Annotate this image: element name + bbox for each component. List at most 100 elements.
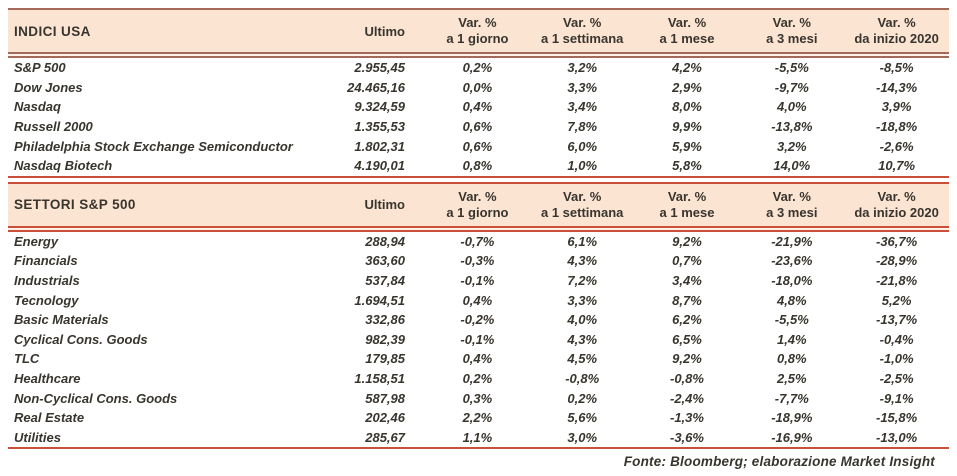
var-line1: Var. % [877, 188, 916, 204]
table-row: Nasdaq 9.324,59 0,4% 3,4% 8,0% 4,0% 3,9% [8, 97, 949, 117]
row-label: Energy [14, 233, 59, 249]
var-value-1-giorno: -0,2% [460, 312, 495, 328]
ultimo-value: 4.190,01 [354, 158, 405, 174]
var-value-inizio-2020: -1,0% [879, 351, 914, 367]
var-value-1-settimana: 6,0% [567, 138, 598, 154]
var-line1: Var. % [458, 188, 497, 204]
row-label: TLC [14, 351, 40, 367]
ultimo-value: 332,86 [365, 312, 405, 328]
var-value-1-mese: -1,3% [670, 410, 704, 426]
var-value-3-mesi: 1,4% [776, 331, 807, 347]
var-value-1-settimana: 4,0% [567, 312, 598, 328]
var-value-1-settimana: 3,3% [567, 292, 598, 308]
ultimo-value: 2.955,45 [354, 60, 405, 76]
ultimo-value: 202,46 [365, 410, 405, 426]
row-label: Basic Materials [14, 312, 109, 328]
row-label: Industrials [14, 273, 80, 289]
column-header-var-1-settimana: Var. % a 1 settimana [530, 15, 635, 47]
column-header-var-inizio-2020: Var. % da inizio 2020 [844, 189, 949, 221]
var-value-1-mese: 9,2% [672, 351, 702, 367]
column-header-var-1-settimana: Var. % a 1 settimana [530, 189, 635, 221]
var-line2: da inizio 2020 [854, 31, 939, 46]
table-row: Industrials 537,84 -0,1% 7,2% 3,4% -18,0… [8, 271, 949, 291]
var-value-1-mese: 8,7% [672, 292, 702, 308]
var-value-inizio-2020: -14,3% [875, 79, 918, 95]
var-value-3-mesi: -18,9% [771, 410, 813, 426]
settori-sp500-header-band: SETTORI S&P 500 Ultimo Var. % a 1 giorno… [8, 181, 949, 226]
column-header-var-1-giorno: Var. % a 1 giorno [425, 15, 530, 47]
row-label: Dow Jones [14, 79, 83, 95]
table-title-settori-sp500: SETTORI S&P 500 [14, 197, 136, 213]
var-value-inizio-2020: -21,8% [875, 273, 918, 289]
var-value-inizio-2020: 3,9% [881, 99, 912, 115]
var-value-1-settimana: 1,0% [567, 158, 598, 174]
var-line2: a 1 giorno [446, 31, 509, 46]
table-row: Healthcare 1.158,51 0,2% -0,8% -0,8% 2,5… [8, 369, 949, 389]
var-value-inizio-2020: 10,7% [878, 158, 916, 174]
table-row: Real Estate 202,46 2,2% 5,6% -1,3% -18,9… [8, 408, 949, 428]
var-value-1-settimana: 7,2% [567, 273, 598, 289]
var-value-1-mese: 5,9% [672, 138, 702, 154]
var-value-1-giorno: 0,2% [462, 371, 493, 387]
var-value-1-giorno: 0,0% [462, 79, 493, 95]
var-value-1-settimana: 6,1% [567, 233, 598, 249]
table-row: Tecnology 1.694,51 0,4% 3,3% 8,7% 4,8% 5… [8, 290, 949, 310]
row-label: Financials [14, 253, 78, 269]
var-value-inizio-2020: -15,8% [875, 410, 918, 426]
var-line1: Var. % [877, 15, 916, 30]
row-label: Non-Cyclical Cons. Goods [14, 390, 178, 406]
table-bottom-line [8, 175, 949, 178]
var-value-inizio-2020: -2,5% [879, 371, 914, 387]
ultimo-value: 179,85 [365, 351, 405, 367]
var-value-1-settimana: 0,2% [567, 390, 598, 406]
var-value-1-settimana: 3,4% [567, 99, 598, 115]
var-value-1-mese: 2,9% [672, 79, 702, 95]
var-line2: a 1 settimana [541, 31, 624, 46]
ultimo-value: 363,60 [365, 253, 405, 269]
var-value-1-giorno: -0,1% [460, 273, 495, 289]
var-value-inizio-2020: -13,0% [875, 429, 918, 445]
var-value-1-settimana: 4,5% [567, 351, 598, 367]
var-value-3-mesi: 14,0% [773, 158, 811, 174]
var-value-3-mesi: 0,8% [776, 351, 807, 367]
var-value-1-mese: 8,0% [672, 99, 702, 115]
row-label: Cyclical Cons. Goods [14, 331, 148, 347]
table-row: Russell 2000 1.355,53 0,6% 7,8% 9,9% -13… [8, 117, 949, 137]
var-value-3-mesi: -5,5% [774, 312, 809, 328]
indici-usa-table: INDICI USA Ultimo Var. % a 1 giorno Var.… [8, 8, 949, 469]
row-label: Philadelphia Stock Exchange Semiconducto… [14, 138, 293, 154]
ultimo-value: 587,98 [365, 390, 405, 406]
ultimo-value: 982,39 [365, 331, 405, 347]
var-line1: Var. % [667, 188, 707, 204]
var-value-1-mese: 5,8% [672, 158, 702, 174]
var-value-3-mesi: -9,7% [774, 79, 809, 95]
var-value-1-settimana: 7,8% [567, 119, 598, 135]
table-row: Energy 288,94 -0,7% 6,1% 9,2% -21,9% -36… [8, 232, 949, 252]
var-value-1-giorno: 0,6% [462, 138, 493, 154]
var-value-1-settimana: 3,3% [567, 79, 598, 95]
ultimo-value: 1.158,51 [354, 371, 405, 387]
ultimo-value: 288,94 [365, 233, 405, 249]
table-row: Financials 363,60 -0,3% 4,3% 0,7% -23,6%… [8, 251, 949, 271]
row-label: Nasdaq [14, 99, 61, 115]
var-value-1-settimana: 4,3% [567, 253, 598, 269]
indici-usa-rows: S&P 500 2.955,45 0,2% 3,2% 4,2% -5,5% -8… [8, 58, 949, 176]
table-row: Cyclical Cons. Goods 982,39 -0,1% 4,3% 6… [8, 330, 949, 350]
var-value-inizio-2020: -18,8% [875, 119, 918, 135]
row-label: S&P 500 [14, 60, 66, 76]
column-header-var-inizio-2020: Var. % da inizio 2020 [844, 15, 949, 47]
column-header-var-3-mesi: Var. % a 3 mesi [739, 189, 844, 221]
table-row: Nasdaq Biotech 4.190,01 0,8% 1,0% 5,8% 1… [8, 156, 949, 176]
var-value-1-settimana: 3,0% [567, 429, 598, 445]
indici-usa-header-band: INDICI USA Ultimo Var. % a 1 giorno Var.… [8, 8, 949, 52]
var-value-inizio-2020: -2,6% [879, 138, 914, 154]
var-value-1-mese: 9,9% [672, 119, 702, 135]
var-value-1-giorno: 0,4% [462, 351, 493, 367]
var-value-inizio-2020: -13,7% [875, 312, 918, 328]
var-value-3-mesi: 4,0% [776, 99, 807, 115]
var-value-1-giorno: -0,7% [460, 233, 495, 249]
header-divider [8, 225, 949, 232]
column-header-var-1-mese: Var. % a 1 mese [635, 15, 740, 47]
var-line2: a 3 mesi [766, 31, 818, 46]
